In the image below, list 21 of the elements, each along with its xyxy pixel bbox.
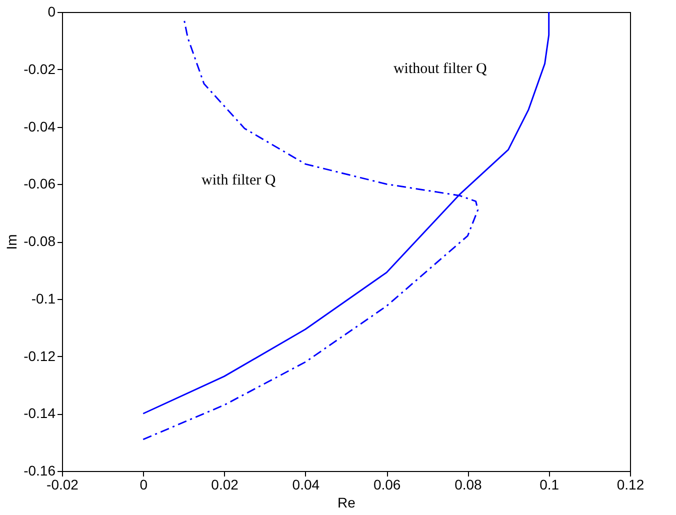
x-tick-label: 0.02	[211, 476, 239, 492]
y-tick-label: -0.02	[24, 60, 56, 77]
y-tick-label: -0.06	[24, 176, 56, 192]
y-tick-label: -0.12	[24, 348, 56, 364]
y-tick-label: -0.08	[24, 233, 56, 249]
x-tick-label: -0.02	[46, 476, 79, 492]
x-tick-label: 0.08	[454, 476, 482, 492]
y-tick-label: -0.04	[24, 118, 56, 134]
y-tick-label: -0.16	[24, 462, 56, 478]
x-tick-label: 0.12	[616, 476, 644, 492]
x-tick-label: 0.04	[292, 476, 320, 492]
annotation: without filter Q	[393, 60, 487, 77]
y-tick-label: -0.14	[24, 405, 56, 422]
x-axis-title: Re	[338, 494, 356, 510]
y-axis-title: Im	[4, 234, 20, 250]
x-tick-label: 0.06	[373, 476, 401, 492]
x-tick-label: 0.1	[540, 476, 560, 492]
y-tick-label: -0.1	[31, 290, 56, 306]
y-tick-label: 0	[48, 4, 56, 20]
x-tick-label: 0	[140, 476, 148, 492]
annotation: with filter Q	[202, 172, 276, 188]
